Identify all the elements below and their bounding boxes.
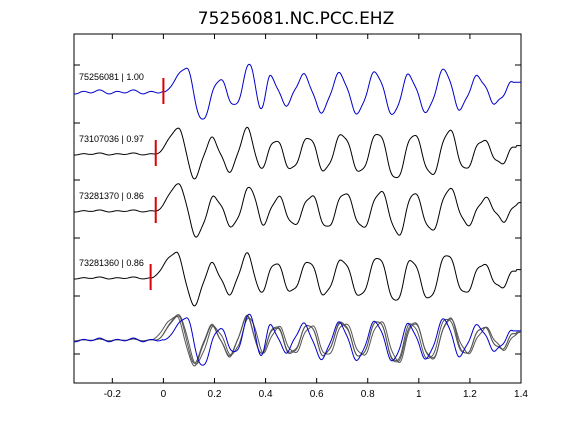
- x-tick-label: -0.2: [104, 389, 122, 400]
- overlay-stack: [73, 313, 521, 367]
- trace-4-line: [73, 251, 521, 307]
- x-tick-label: 0: [161, 389, 167, 400]
- trace-group: 75256081 | 1.00 73107036 | 0.97 73281370 |…: [73, 63, 521, 307]
- trace-1-label: 75256081 | 1.00: [79, 72, 144, 82]
- x-tick-label: 1: [416, 389, 422, 400]
- x-tick-label: 0.2: [208, 389, 222, 400]
- x-tick-label: 1.2: [463, 389, 477, 400]
- trace-4-label: 73281360 | 0.86: [79, 258, 144, 268]
- trace-2-label: 73107036 | 0.97: [79, 134, 144, 144]
- x-tick-label: 1.4: [514, 389, 528, 400]
- x-tick-label: 0.4: [259, 389, 273, 400]
- x-tick-label: 0.8: [361, 389, 375, 400]
- x-tick-label: 0.6: [310, 389, 324, 400]
- trace-3-label: 73281370 | 0.86: [79, 191, 144, 201]
- trace-2-line: [73, 126, 521, 180]
- stack-trace-1: [73, 313, 521, 366]
- y-ticks: [74, 64, 521, 355]
- trace-1-line: [73, 63, 521, 120]
- plot-frame: [73, 33, 522, 384]
- x-axis: -0.2 0 0.2 0.4 0.6 0.8 1 1.2 1.4: [104, 34, 528, 400]
- trace-3-line: [73, 183, 521, 238]
- chart-title: 75256081.NC.PCC.EHZ: [198, 9, 395, 29]
